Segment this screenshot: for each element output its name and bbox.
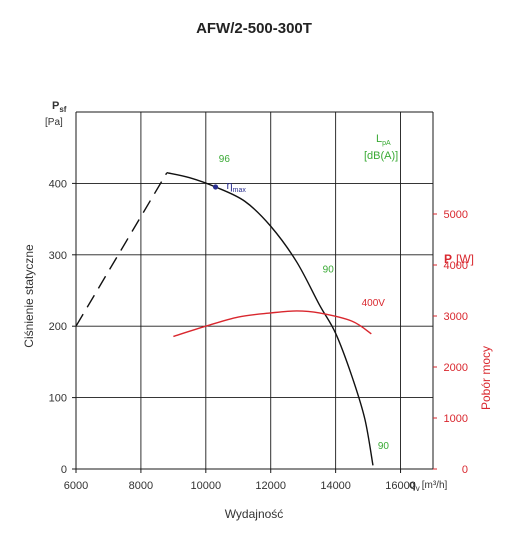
x-tick-label: 16000 (385, 480, 416, 492)
x-tick-label: 12000 (255, 480, 286, 492)
x-tick-label: 10000 (191, 480, 222, 492)
sound-level-label: 96 (219, 154, 231, 165)
y-axis-symbol: Psf (52, 100, 67, 114)
sound-level-symbol: LpA (376, 133, 391, 147)
y-tick-label: 300 (49, 250, 67, 262)
x-axis-label: Wydajność (225, 507, 284, 521)
power-series-label: 400V (362, 298, 386, 309)
series-line-pressure-unstable (75, 172, 168, 327)
chart-title: AFW/2-500-300T (196, 20, 312, 37)
y2-tick-label: 4000 (444, 260, 468, 272)
y-tick-label: 100 (49, 393, 67, 405)
series-line-400v (173, 310, 372, 338)
plot-area (76, 112, 433, 469)
y-tick-label: 0 (61, 464, 67, 476)
series-group (75, 172, 374, 466)
y2-tick-labels: 0 1000 2000 3000 4000 5000 (433, 209, 468, 476)
y2-tick-label: 0 (462, 464, 468, 476)
eta-max-label: ηmax (227, 180, 247, 194)
y-tick-label: 400 (49, 178, 67, 190)
x-axis-unit-label: qv [m³/h] (409, 479, 448, 493)
x-tick-label: 6000 (64, 480, 88, 492)
x-tick-labels: 6000 8000 10000 12000 14000 16000 (64, 469, 416, 492)
y2-axis-label: Pobór mocy (479, 346, 493, 410)
plot-frame (75, 111, 434, 470)
sound-level-label: 90 (378, 441, 390, 452)
y2-axis-header: P [W] (444, 252, 474, 266)
y2-tick-label: 3000 (444, 311, 468, 323)
sound-level-unit: [dB(A)] (364, 150, 398, 162)
annotations: ηmax 96 90 90 400V (212, 154, 390, 452)
x-tick-label: 14000 (320, 480, 351, 492)
series-line-pressure (166, 172, 374, 466)
y-axis-unit: [Pa] (45, 117, 63, 128)
y2-tick-label: 2000 (444, 362, 468, 374)
y-tick-label: 200 (49, 321, 67, 333)
eta-max-point (212, 184, 219, 190)
y-axis-label: Ciśnienie statyczne (22, 244, 36, 348)
y2-tick-label: 5000 (444, 209, 468, 221)
x-tick-label: 8000 (129, 480, 153, 492)
sound-level-label: 90 (323, 265, 335, 276)
y2-tick-label: 1000 (444, 413, 468, 425)
y-tick-labels: 0 100 200 300 400 (49, 178, 76, 476)
